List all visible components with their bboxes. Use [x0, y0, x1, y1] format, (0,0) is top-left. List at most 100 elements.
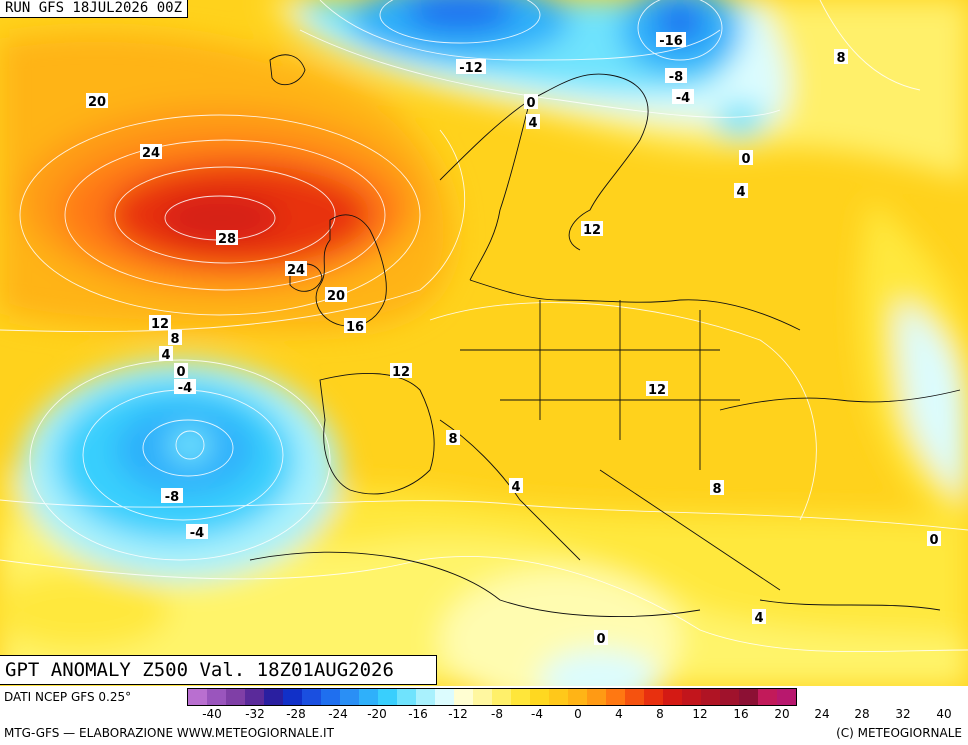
contour-label-bg [186, 524, 208, 539]
contour-label-bg [710, 480, 724, 495]
contour-label: 12 [648, 383, 666, 398]
colorbar-tick-label: -24 [328, 707, 348, 721]
colorbar-swatch [283, 689, 302, 705]
colorbar-tick-label: -12 [448, 707, 468, 721]
colorbar-swatch [568, 689, 587, 705]
colorbar [187, 688, 797, 706]
contour-label: -16 [659, 34, 683, 49]
anomaly-field [0, 0, 968, 686]
contour-label: 8 [170, 332, 179, 347]
colorbar-tick-label: 28 [854, 707, 870, 721]
colorbar-tick-label: -8 [491, 707, 503, 721]
colorbar-swatch [340, 689, 359, 705]
colorbar-swatch [682, 689, 701, 705]
contour-label-bg [734, 183, 748, 198]
anomaly-map: -12-16-8-48040420242824201612840-4121212… [0, 0, 968, 686]
contour-label-bg [581, 221, 603, 236]
colorbar-ticks: -40 -32 -28 -24 -20 -16 -12 -8 -4 0 4 8 12 16 20 24 28 32… [187, 707, 967, 723]
contour-label: 24 [142, 146, 160, 161]
contour-label-bg [524, 94, 538, 109]
contour-labels: -12-16-8-48040420242824201612840-4121212… [86, 32, 941, 647]
run-label: RUN GFS 18JUL2026 00Z [0, 0, 189, 18]
contour-label-bg [390, 363, 412, 378]
colorbar-swatch [777, 689, 796, 705]
colorbar-tick-label: 32 [895, 707, 911, 721]
contour-label: 28 [218, 232, 236, 247]
credit-left: MTG-GFS — ELABORAZIONE WWW.METEOGIORNALE… [4, 726, 334, 740]
contour-label: 24 [287, 263, 305, 278]
contour-label-bg [456, 59, 486, 74]
contour-label-bg [216, 230, 238, 245]
colorbar-tick-label: 0 [574, 707, 582, 721]
colorbar-swatch [435, 689, 454, 705]
contour-label: 4 [736, 185, 745, 200]
contour-label: -4 [178, 381, 192, 396]
colorbar-swatch [587, 689, 606, 705]
colorbar-swatch [302, 689, 321, 705]
contour-label: 12 [151, 317, 169, 332]
contour-label-bg [285, 261, 307, 276]
colorbar-swatch [454, 689, 473, 705]
contour-label: -8 [165, 490, 179, 505]
colorbar-swatch [606, 689, 625, 705]
colorbar-tick-label: -32 [245, 707, 265, 721]
colorbar-swatch [226, 689, 245, 705]
colorbar-swatch [625, 689, 644, 705]
contour-label-bg [509, 478, 523, 493]
contour-label-bg [672, 89, 694, 104]
map-title: GPT ANOMALY Z500 Val. 18Z01AUG2026 [0, 655, 437, 685]
colorbar-tick-label: 12 [692, 707, 708, 721]
colorbar-tick-label: 4 [615, 707, 623, 721]
contour-label-bg [446, 430, 460, 445]
contour-label-bg [174, 363, 188, 378]
contour-label-bg [168, 330, 182, 345]
contour-label-bg [834, 49, 848, 64]
colorbar-swatch [492, 689, 511, 705]
colorbar-tick-label: -4 [531, 707, 543, 721]
coastlines [249, 54, 961, 618]
contour-label: 8 [712, 482, 721, 497]
contour-label-bg [344, 318, 366, 333]
colorbar-tick-label: -16 [408, 707, 428, 721]
contour-label-bg [526, 114, 540, 129]
contour-label: -12 [459, 61, 483, 76]
colorbar-tick-label: 20 [774, 707, 790, 721]
colorbar-swatch [720, 689, 739, 705]
contour-lines [0, 0, 968, 653]
contour-label-bg [140, 144, 162, 159]
colorbar-tick-label: -40 [202, 707, 222, 721]
colorbar-tick-label: 24 [814, 707, 830, 721]
contour-label: 20 [327, 289, 345, 304]
contour-label: 4 [511, 480, 520, 495]
contour-label-bg [665, 68, 687, 83]
contour-label-bg [646, 381, 668, 396]
contour-label: 0 [526, 96, 535, 111]
colorbar-tick-label: -28 [286, 707, 306, 721]
contour-label-bg [161, 488, 183, 503]
colorbar-swatch [397, 689, 416, 705]
colorbar-swatch [701, 689, 720, 705]
colorbar-swatch [264, 689, 283, 705]
contour-label-bg [86, 93, 108, 108]
colorbar-swatch [549, 689, 568, 705]
colorbar-swatch [416, 689, 435, 705]
colorbar-swatch [511, 689, 530, 705]
colorbar-swatch [758, 689, 777, 705]
contour-label: 12 [392, 365, 410, 380]
colorbar-tick-label: 40 [936, 707, 952, 721]
colorbar-swatch [321, 689, 340, 705]
colorbar-swatch [245, 689, 264, 705]
credit-right: (C) METEOGIORNALE [836, 726, 962, 740]
contour-label: 8 [448, 432, 457, 447]
contour-label: 0 [741, 152, 750, 167]
contour-label: 12 [583, 223, 601, 238]
contour-label-bg [739, 150, 753, 165]
contour-label-bg [149, 315, 171, 330]
colorbar-swatch [473, 689, 492, 705]
contour-label-bg [174, 379, 196, 394]
colorbar-swatch [644, 689, 663, 705]
colorbar-tick-label: 8 [656, 707, 664, 721]
contour-label: 16 [346, 320, 364, 335]
colorbar-swatch [530, 689, 549, 705]
contour-label-bg [656, 32, 686, 47]
